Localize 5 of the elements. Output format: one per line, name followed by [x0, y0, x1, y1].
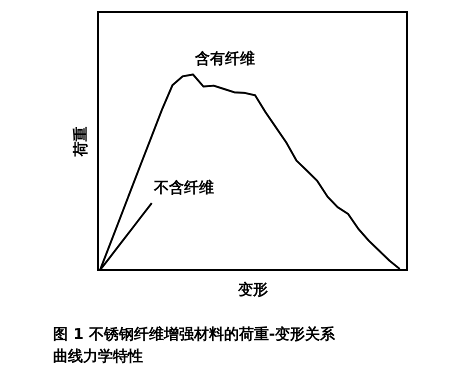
y-axis-title: 荷重	[72, 126, 90, 158]
series-label: 不含纤维	[152, 178, 214, 196]
text: 图 1 不锈钢纤维增强材料的荷重-变形关系曲线力学特性	[53, 325, 336, 365]
series-label: 含有纤维	[194, 50, 256, 68]
x-axis-title: 变形	[237, 280, 268, 298]
